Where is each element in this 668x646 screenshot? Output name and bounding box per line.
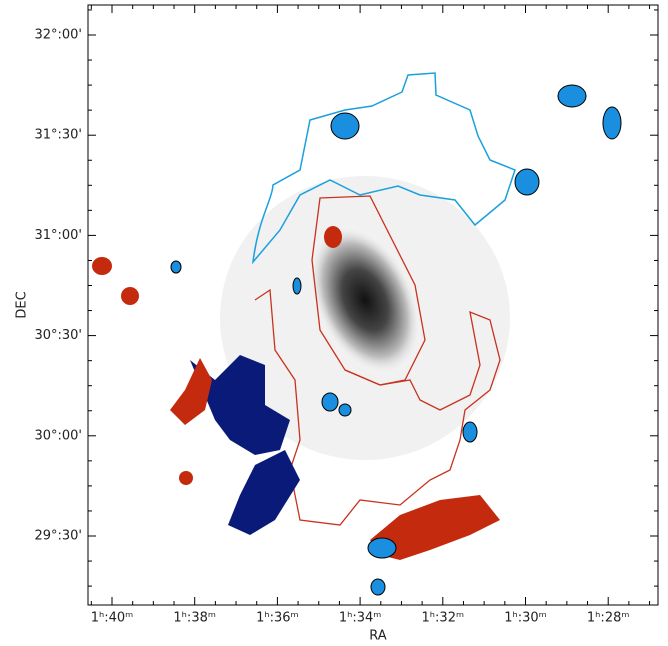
red-blob [179,471,193,485]
blue-blob [293,278,301,294]
red-blob [121,287,139,305]
blue-blob [339,404,351,416]
sky-map: RA DEC 1ʰ:40ᵐ 1ʰ:38ᵐ 1ʰ:36ᵐ 1ʰ:34ᵐ 1ʰ:32ᵐ 1ʰ:… [0,0,668,646]
red-blob [92,257,112,275]
x-tick-label: 1ʰ:40ᵐ [91,611,134,626]
red-cloud [170,358,212,425]
x-tick-label: 1ʰ:32ᵐ [422,611,465,626]
blue-blob [322,393,338,411]
blue-blob [368,538,396,558]
x-tick-label: 1ʰ:38ᵐ [173,611,216,626]
x-axis-label: RA [369,629,387,644]
y-tick-label: 31°:30' [34,128,82,143]
y-tick-label: 32°:00' [34,28,82,43]
blue-blob [331,113,359,139]
x-tick-label: 1ʰ:30ᵐ [504,611,547,626]
blue-blob [171,261,181,273]
x-tick-label: 1ʰ:28ᵐ [587,611,630,626]
blue-blob [463,422,477,442]
x-tick-label: 1ʰ:36ᵐ [256,611,299,626]
red-blob [324,226,342,248]
blue-blob [603,107,621,139]
y-tick-label: 31°:00' [34,228,82,243]
blue-blob [558,85,586,107]
y-tick-label: 30°:30' [34,328,82,343]
image [92,73,621,595]
blue-blob [371,579,385,595]
y-tick-label: 30°:00' [34,428,82,443]
blue-blob [515,169,539,195]
blue-cloud [228,450,300,535]
y-axis-label: DEC [15,291,30,318]
y-tick-label: 29°:30' [34,529,82,544]
x-tick-label: 1ʰ:34ᵐ [339,611,382,626]
